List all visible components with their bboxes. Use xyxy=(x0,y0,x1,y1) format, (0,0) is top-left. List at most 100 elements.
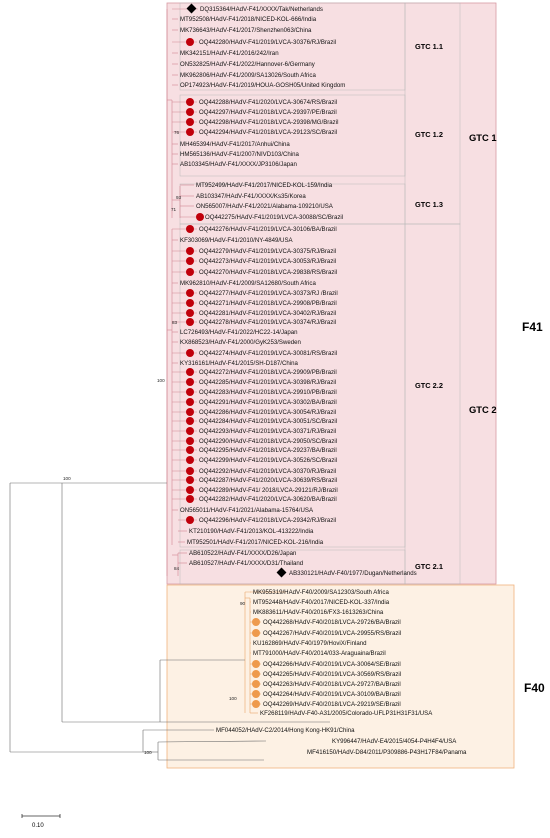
taxon-label: OQ442278/HAdV-F41/2019/LVCA-30374/RJ/Bra… xyxy=(199,318,337,326)
taxon-label: OQ442297/HAdV-F41/2018/LVCA-29397/PE/Bra… xyxy=(199,108,337,116)
taxon-label: OQ442292/HAdV-F41/2019/LVCA-30370/RJ/Bra… xyxy=(199,467,337,475)
brazil-sample-dot-icon xyxy=(186,318,194,326)
taxon-label: OQ442270/HAdV-F41/2018/LVCA-29838/RS/Bra… xyxy=(199,268,338,276)
taxon-label: OQ442298/HAdV-F41/2018/LVCA-29398/MG/Bra… xyxy=(199,118,339,126)
taxon-label: MH465394/HAdV-F41/2017/Anhui/China xyxy=(180,140,290,148)
taxon-label: OQ442263/HAdV-F40/2018/LVCA-29727/BA/Bra… xyxy=(263,680,401,688)
bootstrap-value: 71 xyxy=(171,207,177,212)
taxon-label: OQ442289/HAdV-F41/ 2018/LVCA-29121/RJ/Br… xyxy=(199,486,338,494)
taxon-label: AB610522/HAdV-F41/XXXX/D26/Japan xyxy=(189,549,297,557)
brazil-sample-dot-icon xyxy=(186,368,194,376)
taxon-label: KF303069/HAdV-F41/2010/NY-4849/USA xyxy=(180,236,293,244)
gtc21-label: GTC 2.1 xyxy=(415,562,443,571)
bootstrap-value: 100 xyxy=(229,696,237,701)
brazil-sample-dot-icon xyxy=(186,398,194,406)
taxon-label: OQ442267/HAdV-F40/2019/LVCA-29955/RS/Bra… xyxy=(263,629,402,637)
taxon-label: MK342151/HAdV-F41/2016/242/Iran xyxy=(180,49,279,57)
taxon-label: OQ442273/HAdV-F41/2019/LVCA-30053/RJ/Bra… xyxy=(199,257,337,265)
scale-bar-label: 0.10 xyxy=(32,823,44,829)
taxon-label: OQ442275/HAdV-F41/2019/LVCA-30088/SC/Bra… xyxy=(205,213,344,221)
taxon-label: OQ442291/HAdV-F41/2019/LVCA-30302/BA/Bra… xyxy=(199,398,337,406)
scale-bar xyxy=(21,814,61,818)
taxon-label: OQ442294/HAdV-F41/2018/LVCA-29123/SC/Bra… xyxy=(199,128,338,136)
taxon-label: KY316161/HAdV-F41/2015/SH-D187/China xyxy=(180,359,298,367)
taxon-label: OQ442272/HAdV-F41/2018/LVCA-29909/PB/Bra… xyxy=(199,368,337,376)
brazil-sample-dot-icon xyxy=(186,388,194,396)
bootstrap-value: 90 xyxy=(240,601,246,606)
gtc13-label: GTC 1.3 xyxy=(415,200,443,209)
brazil-sample-dot-icon xyxy=(186,408,194,416)
taxon-label: MF416150/HAdV-D84/2011/P309886-P43H17F84… xyxy=(307,748,467,756)
bootstrap-value: 76 xyxy=(174,130,180,135)
gtc2-label: GTC 2 xyxy=(469,404,497,415)
species-f40-label: F40 xyxy=(524,681,545,695)
brazil-sample-dot-icon xyxy=(186,108,194,116)
taxon-label: AB103347/HAdV-F41/XXXX/Ks35/Korea xyxy=(196,192,306,200)
brazil-sample-dot-icon xyxy=(186,225,194,233)
gtc2-cluster-box xyxy=(404,223,461,585)
bootstrap-value: 100 xyxy=(63,476,71,481)
species-f41-label: F41 xyxy=(522,320,543,334)
taxon-label: MK883611/HAdV-F40/2016/FX3-1613263/China xyxy=(253,608,384,616)
taxon-label: OQ442285/HAdV-F41/2019/LVCA-30398/RJ/Bra… xyxy=(199,378,337,386)
brazil-sample-dot-icon xyxy=(186,128,194,136)
taxon-label: HM565136/HAdV-F41/2007/NIVD103/China xyxy=(180,150,299,158)
taxon-label: OQ442290/HAdV-F41/2018/LVCA-29050/SC/Bra… xyxy=(199,437,338,445)
taxon-label: LC726493/HAdV-F41/2022/HC22-14/Japan xyxy=(180,328,298,336)
taxon-label: MF044052/HAdV-C2/2014/Hong Kong-HK91/Chi… xyxy=(216,726,355,734)
taxon-label: OQ442296/HAdV-F41/2018/LVCA-29342/RJ/Bra… xyxy=(199,516,337,524)
brazil-sample-dot-icon xyxy=(186,427,194,435)
taxon-label: OQ442269/HAdV-F40/2018/LVCA-29219/SE/Bra… xyxy=(263,700,401,708)
taxon-label: OQ442286/HAdV-F41/2019/LVCA-30054/RJ/Bra… xyxy=(199,408,337,416)
taxon-label: KX868523/HAdV-F41/2000/GyK253/Sweden xyxy=(180,338,301,346)
brazil-sample-dot-icon xyxy=(186,309,194,317)
taxon-label: OQ442287/HAdV-F41/2020/LVCA-30639/RS/Bra… xyxy=(199,476,338,484)
taxon-label: AB330121/HAdV-F40/1977/Dugan/Netherlands xyxy=(289,569,417,577)
brazil-sample-dot-icon xyxy=(186,98,194,106)
taxon-label: OQ442266/HAdV-F40/2019/LVCA-30064/SE/Bra… xyxy=(263,660,401,668)
taxon-label: KU162869/HAdV-F40/1979/HoviX/Finland xyxy=(253,639,367,647)
brazil-sample-dot-icon xyxy=(186,495,194,503)
brazil-sample-dot-icon xyxy=(252,618,260,626)
taxon-label: ON565011/HAdV-F41/2021/Alabama-15764/USA xyxy=(180,506,314,514)
bootstrap-value: 93 xyxy=(176,195,182,200)
brazil-sample-dot-icon xyxy=(196,213,204,221)
brazil-sample-dot-icon xyxy=(186,467,194,475)
taxon-label: MT791000/HAdV-F40/2014/033-Araguaina/Bra… xyxy=(253,649,386,657)
taxon-label: DQ315364/HAdV-F41/XXXX/Tak/Netherlands xyxy=(200,5,323,13)
brazil-sample-dot-icon xyxy=(186,446,194,454)
brazil-sample-dot-icon xyxy=(252,680,260,688)
taxon-label: OQ442293/HAdV-F41/2019/LVCA-30371/RJ/Bra… xyxy=(199,427,337,435)
taxon-label: AB103345/HAdV-F41/XXXX/JP3106/Japan xyxy=(180,160,297,168)
taxon-label: OQ442276/HAdV-F41/2019/LVCA-30106/BA/Bra… xyxy=(199,225,337,233)
taxon-label: OQ442277/HAdV-F41/2019/LVCA-30373/RJ /Br… xyxy=(199,289,338,297)
taxon-label: MT952501/HAdV-F41/2017/NICED-KOL-216/Ind… xyxy=(187,538,324,546)
taxon-label: OQ442284/HAdV-F41/2019/LVCA-30051/SC/Bra… xyxy=(199,417,338,425)
brazil-sample-dot-icon xyxy=(186,118,194,126)
taxon-label: OQ442279/HAdV-F41/2019/LVCA-30375/RJ/Bra… xyxy=(199,247,337,255)
brazil-sample-dot-icon xyxy=(186,289,194,297)
brazil-sample-dot-icon xyxy=(186,516,194,524)
brazil-sample-dot-icon xyxy=(186,38,194,46)
brazil-sample-dot-icon xyxy=(252,670,260,678)
bootstrap-value: 100 xyxy=(144,750,152,755)
gtc1-label: GTC 1 xyxy=(469,132,497,143)
taxon-label: OQ442281/HAdV-F41/2019/LVCA-30402/RJ/Bra… xyxy=(199,309,337,317)
bootstrap-value: 84 xyxy=(174,566,180,571)
brazil-sample-dot-icon xyxy=(186,299,194,307)
taxon-label: OQ442295/HAdV-F41/2018/LVCA-29237/BA/Bra… xyxy=(199,446,337,454)
f41-species-box xyxy=(166,2,497,585)
f40-species-box xyxy=(166,584,515,769)
taxon-label: OQ442274/HAdV-F41/2019/LVCA-30081/RS/Bra… xyxy=(199,349,338,357)
brazil-sample-dot-icon xyxy=(252,660,260,668)
brazil-sample-dot-icon xyxy=(186,476,194,484)
gtc12-label: GTC 1.2 xyxy=(415,130,443,139)
taxon-label: OQ442264/HAdV-F40/2019/LVCA-30109/BA/Bra… xyxy=(263,690,401,698)
taxon-label: OQ442299/HAdV-F41/2019/LVCA-30526/SC/Bra… xyxy=(199,456,338,464)
taxon-label: MK962806/HAdV-F41/2009/SA13026/South Afr… xyxy=(180,71,316,79)
taxon-label: KF268119/HAdV-F40-A31/2005/Colorado-UFLP… xyxy=(260,709,433,717)
taxon-label: OQ442288/HAdV-F41/2020/LVCA-30674/RS/Bra… xyxy=(199,98,338,106)
brazil-sample-dot-icon xyxy=(186,349,194,357)
taxon-label: MT952499/HAdV-F41/2017/NICED-KOL-159/Ind… xyxy=(196,181,333,189)
brazil-sample-dot-icon xyxy=(186,378,194,386)
